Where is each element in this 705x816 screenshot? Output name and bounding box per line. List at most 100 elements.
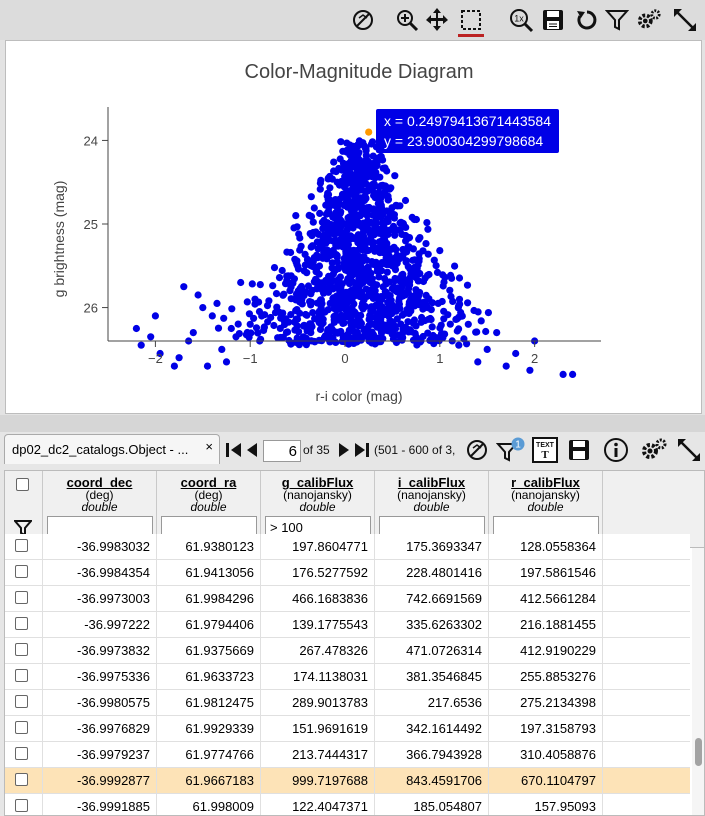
data-point[interactable] xyxy=(379,309,387,317)
data-point[interactable] xyxy=(372,219,380,227)
data-point[interactable] xyxy=(349,322,357,330)
data-point[interactable] xyxy=(287,311,295,319)
data-point[interactable] xyxy=(455,274,464,282)
data-point[interactable] xyxy=(347,291,355,299)
data-point[interactable] xyxy=(335,286,344,294)
settings-icon[interactable] xyxy=(636,6,662,34)
data-point[interactable] xyxy=(434,299,442,307)
data-point[interactable] xyxy=(378,192,386,200)
data-point[interactable] xyxy=(276,324,284,332)
row-checkbox[interactable] xyxy=(15,539,28,552)
data-point[interactable] xyxy=(375,273,383,281)
table-row[interactable]: -36.9991885 61.998009 122.4047371 185.05… xyxy=(5,794,690,815)
data-point[interactable] xyxy=(364,263,372,271)
data-point[interactable] xyxy=(287,283,295,291)
data-point[interactable] xyxy=(354,239,362,247)
table-scrollbar[interactable] xyxy=(692,548,704,815)
data-point[interactable] xyxy=(463,281,472,289)
data-point[interactable] xyxy=(349,311,357,319)
table-row[interactable]: -36.997222 61.9794406 139.1775543 335.62… xyxy=(5,612,690,638)
data-point[interactable] xyxy=(189,329,197,337)
data-point[interactable] xyxy=(389,321,398,329)
data-point[interactable] xyxy=(412,274,420,282)
data-point[interactable] xyxy=(512,349,520,358)
data-point[interactable] xyxy=(326,338,334,346)
data-point[interactable] xyxy=(363,170,371,178)
data-point[interactable] xyxy=(376,249,384,257)
data-point[interactable] xyxy=(282,280,290,288)
data-point[interactable] xyxy=(271,309,280,317)
highlighted-data-point[interactable] xyxy=(365,128,373,136)
data-point[interactable] xyxy=(308,257,316,265)
data-point[interactable] xyxy=(463,340,471,348)
data-point[interactable] xyxy=(293,223,301,231)
data-point[interactable] xyxy=(464,299,472,307)
data-point[interactable] xyxy=(446,320,454,328)
data-point[interactable] xyxy=(199,304,207,312)
data-point[interactable] xyxy=(269,282,277,290)
data-point[interactable] xyxy=(339,243,347,251)
table-row[interactable]: -36.9984354 61.9413056 176.5277592 228.4… xyxy=(5,560,690,586)
filter-icon[interactable] xyxy=(604,6,630,34)
data-point[interactable] xyxy=(296,309,304,317)
data-point[interactable] xyxy=(425,270,433,279)
data-point[interactable] xyxy=(250,314,258,322)
data-point[interactable] xyxy=(366,230,374,238)
next-page-icon[interactable] xyxy=(336,436,352,464)
data-point[interactable] xyxy=(385,278,394,286)
data-point[interactable] xyxy=(394,331,402,339)
data-point[interactable] xyxy=(372,228,380,236)
data-point[interactable] xyxy=(251,295,259,303)
data-point[interactable] xyxy=(387,296,395,304)
data-point[interactable] xyxy=(378,242,386,251)
data-point[interactable] xyxy=(291,318,299,326)
data-point[interactable] xyxy=(424,250,432,258)
data-point[interactable] xyxy=(413,341,421,349)
data-point[interactable] xyxy=(270,321,278,330)
data-point[interactable] xyxy=(366,329,374,337)
data-point[interactable] xyxy=(340,201,348,209)
expand-icon[interactable] xyxy=(672,6,698,34)
data-point[interactable] xyxy=(328,259,336,267)
data-point[interactable] xyxy=(237,278,245,287)
data-point[interactable] xyxy=(311,315,319,323)
data-point[interactable] xyxy=(363,292,371,300)
row-checkbox[interactable] xyxy=(15,721,28,734)
data-point[interactable] xyxy=(430,256,438,264)
data-point[interactable] xyxy=(383,268,391,276)
data-point[interactable] xyxy=(384,247,392,255)
data-point[interactable] xyxy=(399,250,407,259)
data-point[interactable] xyxy=(304,282,312,290)
data-point[interactable] xyxy=(346,141,354,149)
first-page-icon[interactable] xyxy=(224,436,244,464)
data-point[interactable] xyxy=(362,147,370,155)
data-point[interactable] xyxy=(526,366,534,374)
data-point[interactable] xyxy=(220,314,228,322)
data-point[interactable] xyxy=(326,280,334,289)
data-point[interactable] xyxy=(419,277,428,286)
data-point[interactable] xyxy=(433,268,442,276)
data-point[interactable] xyxy=(332,304,340,312)
table-settings-icon[interactable] xyxy=(640,436,668,464)
data-point[interactable] xyxy=(345,256,353,264)
data-point[interactable] xyxy=(272,290,281,298)
data-point[interactable] xyxy=(559,370,567,378)
data-point[interactable] xyxy=(440,307,448,315)
data-point[interactable] xyxy=(367,238,375,246)
data-point[interactable] xyxy=(470,306,478,315)
data-point[interactable] xyxy=(380,223,388,231)
data-point[interactable] xyxy=(334,263,342,271)
data-point[interactable] xyxy=(423,219,431,227)
data-point[interactable] xyxy=(349,171,357,179)
data-point[interactable] xyxy=(409,256,417,264)
data-point[interactable] xyxy=(464,320,472,328)
row-checkbox[interactable] xyxy=(15,773,28,786)
data-point[interactable] xyxy=(362,152,371,160)
data-point[interactable] xyxy=(270,264,279,272)
data-point[interactable] xyxy=(282,315,290,323)
data-point[interactable] xyxy=(296,246,304,254)
data-point[interactable] xyxy=(455,302,463,310)
data-point[interactable] xyxy=(350,269,358,277)
data-point[interactable] xyxy=(449,297,457,305)
data-point[interactable] xyxy=(436,324,444,332)
